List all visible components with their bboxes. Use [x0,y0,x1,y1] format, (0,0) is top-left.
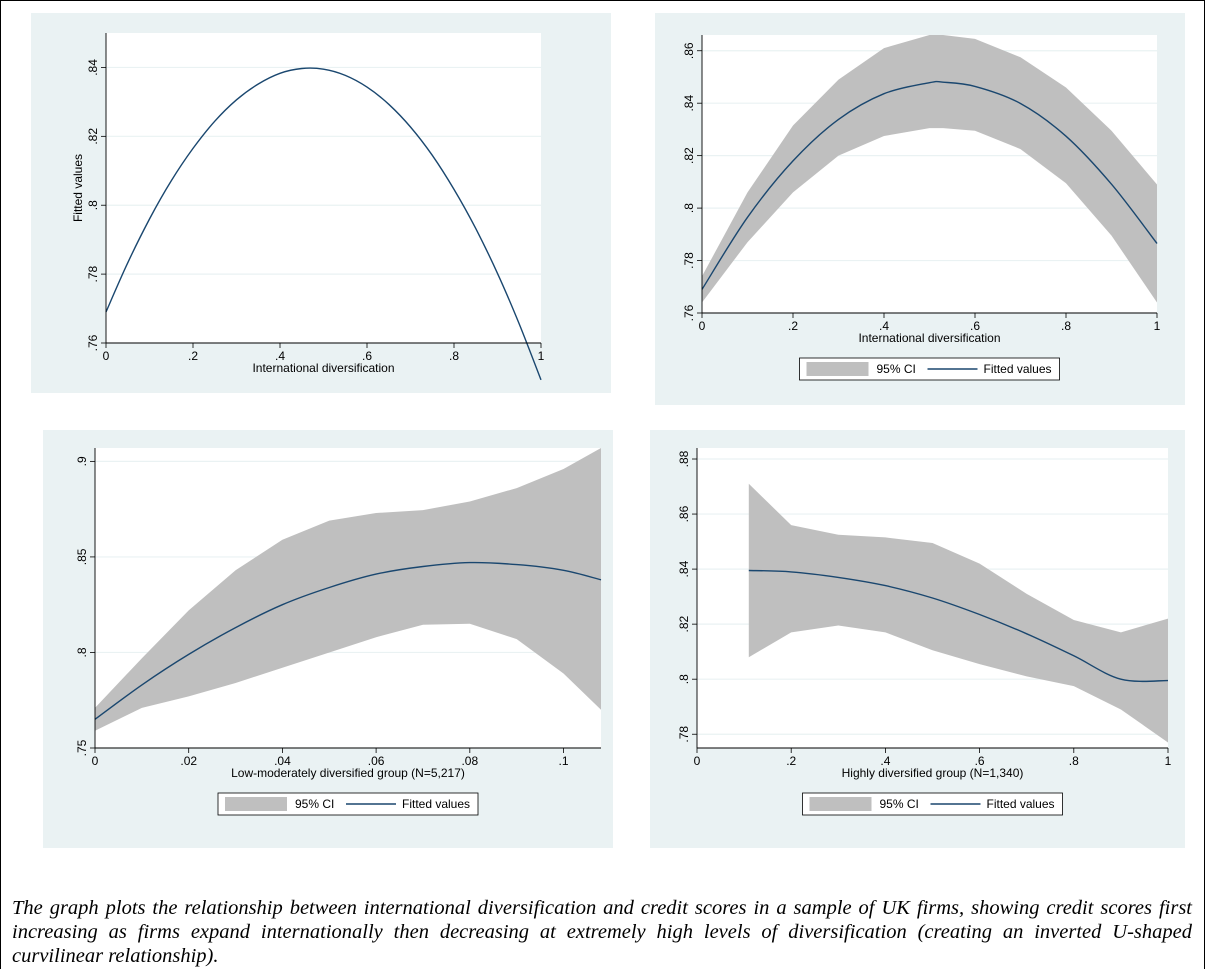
y-tick-label: .8 [682,203,696,213]
x-tick-label: .8 [1061,319,1071,333]
y-tick-label: .86 [682,42,696,59]
legend-swatch-ci [809,797,872,811]
x-tick-label: 1 [1154,319,1161,333]
chart-panel-bottom-left: .75 .8 .85 .9 0 .02 .04 .06 .08 .1 Low-moderately … [43,430,613,848]
y-tick-label: .76 [86,334,100,351]
x-tick-label: .08 [461,754,478,768]
y-tick-label: .78 [86,265,100,282]
chart-svg: .75 .8 .85 .9 0 .02 .04 .06 .08 .1 Low-moderately … [75,448,602,816]
chart-panel-bottom-right: .78 .8 .82 .84 .86 .88 0 .2 .4 .6 .8 1 Highly divers… [650,430,1185,848]
x-tick-label: .1 [559,754,569,768]
y-tick-label: .85 [75,548,89,565]
x-tick-label: .2 [788,319,798,333]
legend: 95% CI Fitted values [802,792,1063,816]
x-tick-label: .8 [449,349,459,363]
legend: 95% CI Fitted values [799,357,1060,381]
legend-label-ci: 95% CI [877,362,916,376]
ci-band [748,483,1168,743]
y-tick-label: .78 [682,252,696,269]
x-axis-title: Low-moderately diversified group (N=5,21… [231,766,465,780]
legend-label-fitted: Fitted values [402,797,470,811]
y-tick-label: .8 [75,647,89,657]
y-tick-label: .8 [86,200,100,210]
x-axis-title: Highly diversified group (N=1,340) [842,766,1024,780]
fitted-values-line [748,569,1169,683]
x-tick-label: .6 [362,349,372,363]
fitted-values-line [94,561,602,720]
y-tick-label: .86 [677,505,691,522]
chart-panel-top-left: .76 .78 .8 .82 .84 0 .2 .4 .6 .8 1 International di… [31,13,611,393]
x-tick-label: .2 [188,349,198,363]
chart-panel-top-right: .76 .78 .8 .82 .84 .86 0 .2 .4 .6 .8 1 International… [655,13,1185,405]
x-tick-label: 0 [699,319,706,333]
legend-swatch-ci [806,362,869,376]
fitted-values-line [701,80,1158,290]
x-tick-label: .4 [275,349,285,363]
figure-caption: The graph plots the relationship between… [12,897,1192,967]
y-tick-label: .8 [677,674,691,684]
ci-band [702,35,1157,303]
y-tick-label: .84 [86,59,100,76]
y-tick-label: .82 [682,147,696,164]
chart-svg: .76 .78 .8 .82 .84 0 .2 .4 .6 .8 1 International di… [71,33,545,381]
y-tick-label: .9 [75,456,89,466]
x-tick-label: .8 [1069,754,1079,768]
legend-swatch-ci [225,797,287,811]
plot-area [106,33,541,343]
x-tick-label: .6 [975,754,985,768]
x-tick-label: .6 [970,319,980,333]
x-tick-label: 1 [538,349,545,363]
legend-label-fitted: Fitted values [984,362,1052,376]
x-tick-label: .2 [786,754,796,768]
x-axis-title: International diversification [858,331,1000,345]
ci-band [95,448,601,731]
y-tick-label: .75 [75,739,89,756]
fitted-values-line [105,67,542,381]
y-tick-label: .84 [677,560,691,577]
legend: 95% CI Fitted values [217,792,479,816]
chart-svg: .76 .78 .8 .82 .84 .86 0 .2 .4 .6 .8 1 International… [682,35,1161,381]
x-tick-label: .02 [180,754,197,768]
y-tick-label: .88 [677,450,691,467]
x-tick-label: 1 [1165,754,1172,768]
x-tick-label: 0 [103,349,110,363]
x-axis-title: International diversification [252,361,394,375]
x-tick-label: .04 [274,754,291,768]
y-tick-label: .82 [86,128,100,145]
y-axis-title: Fitted values [71,154,85,222]
x-tick-label: .4 [880,754,890,768]
legend-label-fitted: Fitted values [987,797,1055,811]
y-tick-label: .82 [677,615,691,632]
chart-svg: .78 .8 .82 .84 .86 .88 0 .2 .4 .6 .8 1 Highly divers… [677,448,1172,816]
x-tick-label: .06 [368,754,385,768]
legend-label-ci: 95% CI [295,797,334,811]
legend-label-ci: 95% CI [880,797,919,811]
y-tick-label: .84 [682,95,696,112]
y-tick-label: .76 [682,304,696,321]
x-tick-label: 0 [92,754,99,768]
x-tick-label: .4 [879,319,889,333]
y-tick-label: .78 [677,726,691,743]
x-tick-label: 0 [694,754,701,768]
